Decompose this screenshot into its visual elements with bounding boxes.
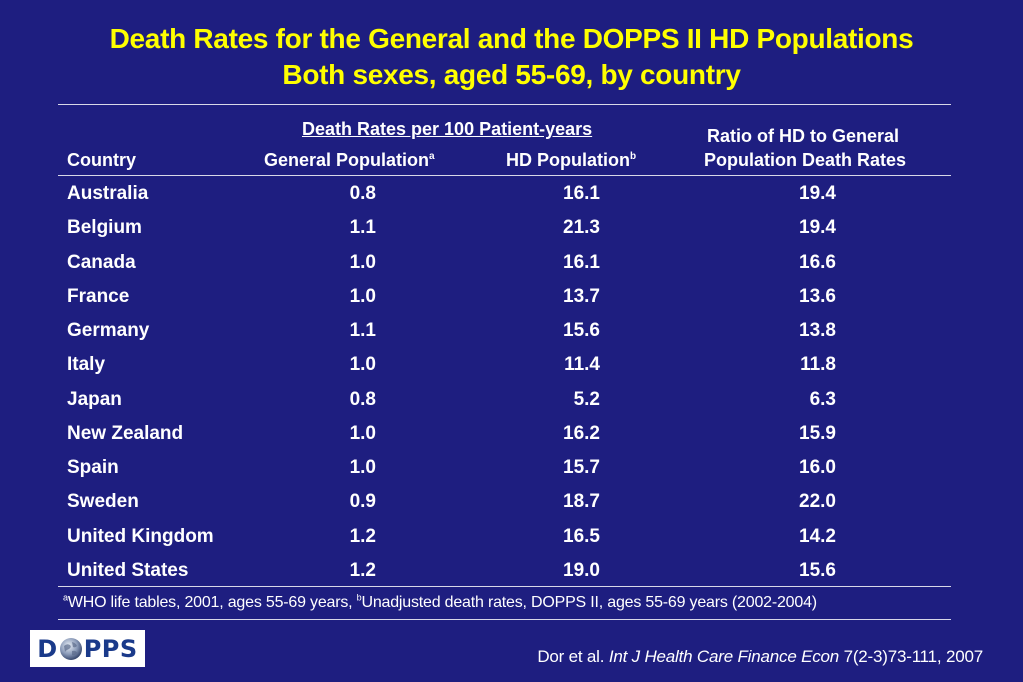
footer-divider (58, 619, 951, 620)
cell-country: Japan (67, 389, 122, 410)
cell-general: 1.2 (349, 560, 376, 581)
header-general-population: General Populationa (264, 150, 435, 170)
bottom-divider (58, 586, 951, 587)
cell-hd: 13.7 (563, 286, 600, 307)
slide-title-line2: Both sexes, aged 55-69, by country (282, 59, 741, 90)
cell-general: 1.0 (349, 457, 376, 478)
cell-general: 1.1 (349, 217, 376, 238)
footnote: aWHO life tables, 2001, ages 55-69 years… (63, 592, 817, 611)
cell-ratio: 14.2 (799, 526, 836, 547)
cell-general: 1.0 (349, 354, 376, 375)
cell-general: 1.1 (349, 320, 376, 341)
cell-country: Belgium (67, 217, 142, 238)
cell-country: Sweden (67, 491, 139, 512)
cell-country: France (67, 286, 130, 307)
cell-hd: 18.7 (563, 491, 600, 512)
cell-country: Canada (67, 252, 136, 273)
slide-title-line1: Death Rates for the General and the DOPP… (109, 23, 914, 54)
cell-hd: 16.2 (563, 423, 600, 444)
cell-ratio: 15.6 (799, 560, 836, 581)
cell-general: 1.0 (349, 286, 376, 307)
group-header: Death Rates per 100 Patient-years (302, 119, 593, 139)
header-hd-population: HD Populationb (506, 150, 637, 170)
cell-general: 1.0 (349, 423, 376, 444)
hd-footnote-marker: b (630, 151, 637, 162)
cell-country: New Zealand (67, 423, 184, 444)
cell-hd: 16.5 (563, 526, 600, 547)
cell-general: 0.8 (349, 183, 376, 204)
dopps-logo: D PPS (30, 630, 145, 667)
cell-country: Italy (67, 354, 106, 375)
cell-hd: 16.1 (563, 183, 600, 204)
cell-ratio: 11.8 (800, 354, 836, 375)
cell-ratio: 6.3 (809, 389, 836, 410)
globe-icon (59, 637, 82, 660)
cell-ratio: 19.4 (799, 183, 836, 204)
cell-country: United Kingdom (67, 526, 214, 547)
cell-hd: 15.7 (563, 457, 600, 478)
cell-ratio: 13.8 (799, 320, 836, 341)
cell-hd: 15.6 (563, 320, 600, 341)
cell-hd: 16.1 (563, 252, 600, 273)
cell-country: United States (67, 560, 189, 581)
cell-hd: 5.2 (573, 389, 600, 410)
cell-ratio: 15.9 (799, 423, 836, 444)
cell-general: 1.0 (349, 252, 376, 273)
cell-hd: 21.3 (563, 217, 600, 238)
cell-country: Spain (67, 457, 119, 478)
cell-ratio: 13.6 (799, 286, 836, 307)
cell-ratio: 19.4 (799, 217, 836, 238)
cell-country: Germany (67, 320, 150, 341)
cell-general: 1.2 (349, 526, 376, 547)
header-ratio-line2: Population Death Rates (704, 150, 907, 170)
general-footnote-marker: a (429, 151, 435, 162)
cell-general: 0.8 (349, 389, 376, 410)
header-country: Country (67, 150, 136, 170)
top-divider (58, 104, 951, 105)
cell-ratio: 16.0 (799, 457, 836, 478)
cell-ratio: 16.6 (799, 252, 836, 273)
cell-hd: 19.0 (563, 560, 600, 581)
cell-country: Australia (67, 183, 149, 204)
header-divider (58, 175, 951, 176)
header-ratio-line1: Ratio of HD to General (707, 126, 900, 146)
cell-ratio: 22.0 (799, 491, 836, 512)
cell-general: 0.9 (349, 491, 376, 512)
cell-hd: 11.4 (564, 354, 600, 375)
citation: Dor et al. Int J Health Care Finance Eco… (537, 647, 983, 666)
